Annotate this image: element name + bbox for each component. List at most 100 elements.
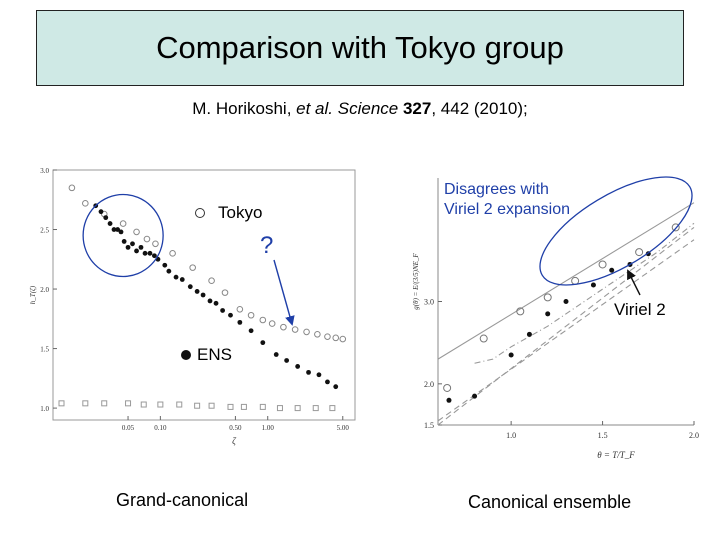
ens-point <box>118 229 124 235</box>
left-xlabel: ζ <box>232 436 237 446</box>
tokyo-point <box>291 326 299 333</box>
ens-point <box>316 372 322 378</box>
square-point <box>82 400 89 407</box>
ens-point <box>273 352 279 357</box>
ens-point <box>213 300 219 306</box>
square-point <box>294 405 301 412</box>
tokyo-point <box>189 264 196 271</box>
ens-point <box>111 227 117 232</box>
ens-point <box>187 284 193 290</box>
ens-canonical-point <box>545 311 551 317</box>
square-point <box>140 401 147 408</box>
left-ytick-label: 2.0 <box>40 286 49 294</box>
legend-ens-marker <box>181 350 191 360</box>
tokyo-point <box>119 220 127 227</box>
ens-canonical-point <box>472 393 478 399</box>
tokyo-point <box>82 200 89 207</box>
tokyo-point <box>268 320 276 327</box>
tokyo-point <box>221 289 229 296</box>
square-point <box>208 402 215 409</box>
right-ylabel: g(θ) = E/(3/5)NE_F <box>412 253 420 310</box>
title-box: Comparison with Tokyo group <box>36 10 684 86</box>
citation-authors: M. Horikoshi, <box>192 99 292 118</box>
square-point <box>259 403 266 410</box>
ens-point <box>173 274 179 280</box>
left-ytick-label: 1.5 <box>40 346 49 354</box>
theory-curve-dash-dot <box>474 222 695 364</box>
tokyo-point <box>259 316 267 324</box>
ens-canonical-point <box>563 299 569 304</box>
theory-curve-solid <box>437 202 695 360</box>
left-xtick-label: 0.10 <box>154 424 167 432</box>
tokyo-point <box>339 335 347 343</box>
ens-point <box>115 227 121 232</box>
tokyo-point <box>208 277 215 285</box>
square-point <box>312 405 319 412</box>
right-xlabel: θ = T/T_F <box>597 450 635 460</box>
ens-point <box>207 298 213 304</box>
tokyo-point <box>152 240 159 248</box>
ens-canonical-point <box>609 267 615 273</box>
ens-canonical-point <box>526 331 532 337</box>
square-point <box>101 400 108 407</box>
ens-point <box>138 244 144 250</box>
theory-curve-dashed <box>437 226 695 426</box>
citation-rest: , 442 (2010); <box>431 99 528 118</box>
tokyo-canonical-point <box>671 223 680 232</box>
left-xtick-label: 0.05 <box>122 424 135 432</box>
ens-point <box>306 369 311 375</box>
right-xtick-label: 1.5 <box>598 431 608 440</box>
square-point <box>276 405 283 412</box>
ens-point <box>248 328 254 334</box>
ens-point <box>194 289 200 294</box>
citation: M. Horikoshi, et al. Science 327, 442 (2… <box>0 99 720 119</box>
ens-point <box>166 268 172 274</box>
tokyo-point <box>314 330 321 338</box>
ens-canonical-point <box>446 397 452 403</box>
legend-ens-label: ENS <box>197 345 232 364</box>
ens-point <box>152 253 157 259</box>
question-mark: ? <box>260 232 274 259</box>
left-highlight-ellipse <box>82 193 164 278</box>
ens-point <box>220 308 226 313</box>
left-xtick-label: 5.00 <box>337 424 350 432</box>
square-point <box>240 403 247 410</box>
ens-point <box>179 277 185 282</box>
slide-title: Comparison with Tokyo group <box>156 30 564 65</box>
ens-point <box>142 250 148 256</box>
viriel-arrow <box>627 269 641 296</box>
tokyo-canonical-point <box>543 293 552 302</box>
canonical-plot: 1.5 2.0 3.0 1.0 1.5 2.0 θ = T/T_F g(θ) = E/(3/5… <box>412 176 699 460</box>
legend-tokyo-label: Tokyo <box>218 203 263 222</box>
ens-point <box>107 221 113 226</box>
tokyo-point <box>303 328 310 336</box>
tokyo-point <box>169 250 176 257</box>
square-point <box>58 400 65 407</box>
theory-curve-dashed <box>437 239 695 422</box>
ens-point <box>228 312 233 318</box>
tokyo-canonical-point <box>635 248 644 257</box>
tokyo-point <box>332 334 340 342</box>
left-plot-frame <box>52 169 356 421</box>
tokyo-canonical-point <box>516 307 525 316</box>
ens-point <box>121 239 127 244</box>
right-xtick-label: 1.0 <box>506 431 516 440</box>
tokyo-canonical-point <box>443 383 452 392</box>
tokyo-point <box>133 228 140 236</box>
right-ytick-label: 2.0 <box>424 380 434 389</box>
tokyo-point <box>324 333 331 340</box>
left-ytick-label: 3.0 <box>40 167 49 175</box>
ens-point <box>237 319 243 325</box>
ens-point <box>284 358 290 363</box>
right-highlight-ellipse <box>539 176 693 286</box>
tokyo-point <box>280 323 287 331</box>
ens-canonical-point <box>590 282 596 288</box>
disagree-annotation: Disagrees with Viriel 2 expansion <box>444 180 570 220</box>
grand-canonical-plot: 1.0 1.5 2.0 2.5 3.0 0.05 0.10 0.50 1.00 5.00 ζ h_T(… <box>29 167 356 446</box>
right-ytick-label: 1.5 <box>424 421 434 430</box>
ens-point <box>200 292 206 298</box>
square-point <box>157 401 164 408</box>
ens-point <box>147 250 153 256</box>
square-point <box>227 403 234 410</box>
tokyo-point <box>68 184 76 192</box>
